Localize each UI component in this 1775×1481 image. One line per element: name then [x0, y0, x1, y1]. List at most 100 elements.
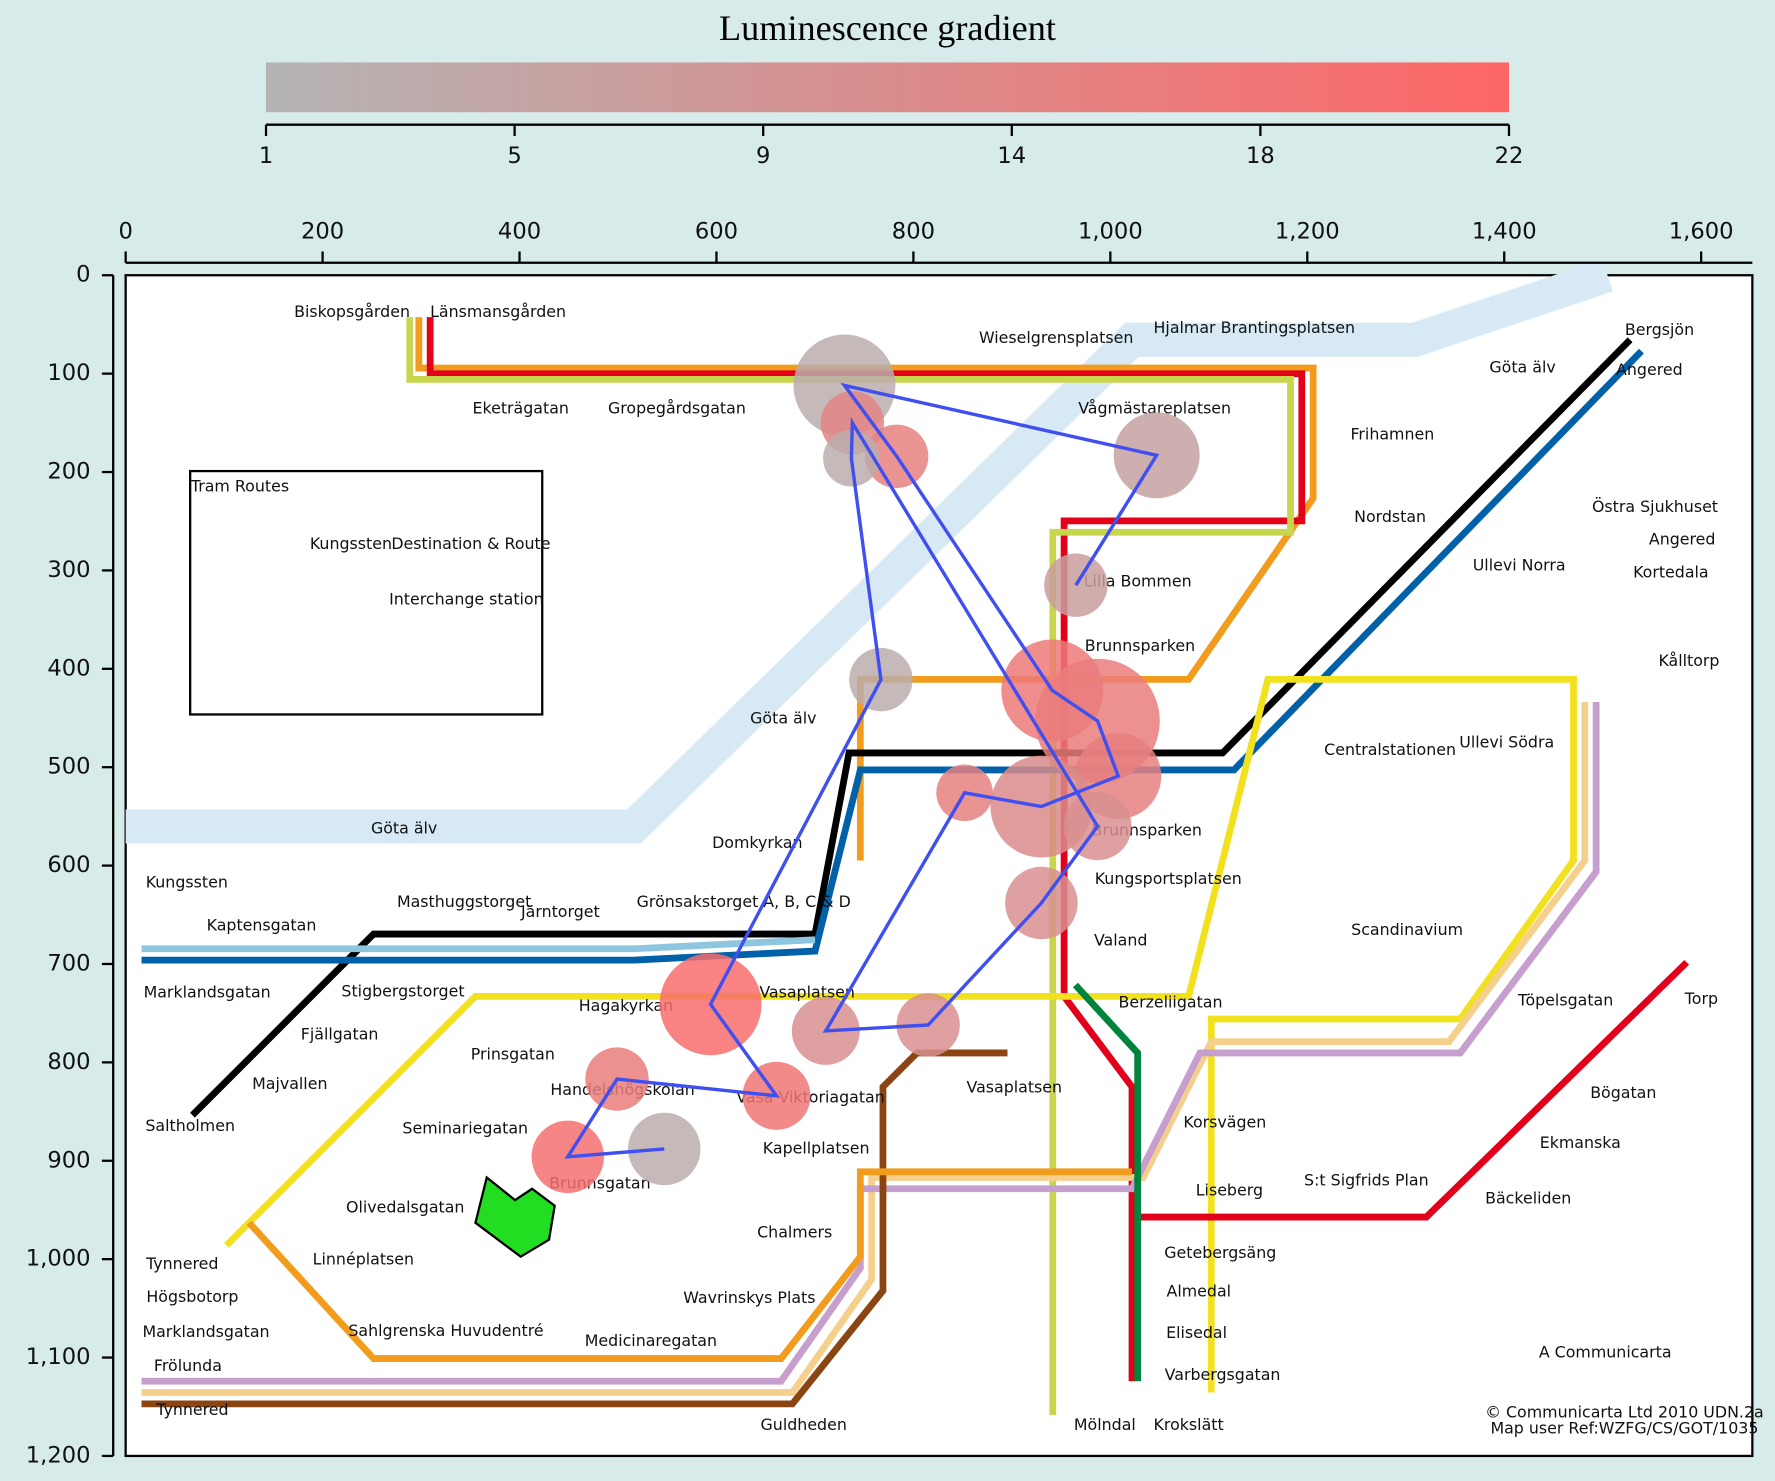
station-label: Angered — [1616, 360, 1683, 379]
station-label: Töpelsgatan — [1517, 990, 1613, 1009]
connector-line — [564, 382, 1160, 1159]
station-label: Valand — [1094, 930, 1147, 949]
station-label: Ekmanska — [1540, 1133, 1621, 1152]
station-label: Frihamnen — [1350, 424, 1434, 443]
x-tick-label: 1,600 — [1669, 219, 1734, 245]
station-label: Majvallen — [252, 1074, 327, 1093]
y-tick-label: 700 — [47, 950, 90, 976]
y-tick-label: 1,200 — [26, 1442, 91, 1468]
station-label: Lilla Bommen — [1084, 572, 1192, 591]
station-label: Sahlgrenska Huvudentré — [348, 1321, 543, 1340]
y-tick-label: 200 — [47, 459, 90, 485]
station-label: Kålltorp — [1658, 651, 1719, 670]
station-label: Grönsakstorget A, B, C & D — [637, 892, 851, 911]
station-label: Kungssten — [146, 873, 228, 892]
map-background — [124, 274, 1754, 1458]
station-label: Medicinaregatan — [585, 1331, 717, 1350]
station-label: Liseberg — [1196, 1181, 1263, 1200]
station-label: Seminariegatan — [402, 1118, 528, 1137]
station-label: Marklandsgatan — [144, 982, 271, 1001]
x-tick-label: 1,200 — [1275, 219, 1340, 245]
station-label: Interchange station — [389, 590, 544, 609]
station-label: Destination & Route — [391, 534, 550, 553]
colorbar — [266, 62, 1509, 113]
river — [125, 259, 1613, 844]
station-label: Krokslätt — [1154, 1415, 1224, 1434]
station-label: Berzeliigatan — [1118, 993, 1222, 1012]
station-label: Stigbergstorget — [341, 981, 464, 1000]
x-tick-label: 800 — [892, 219, 935, 245]
x-tick-label: 200 — [301, 219, 344, 245]
station-label: Torp — [1684, 989, 1718, 1008]
colorbar-tick-label: 5 — [507, 143, 521, 169]
station-label: Eketrägatan — [473, 398, 569, 417]
station-label: Getebergsäng — [1164, 1243, 1276, 1262]
y-tick-label: 800 — [47, 1049, 90, 1075]
station-label: Brunnsparken — [1085, 636, 1195, 655]
station-label: Vågmästareplatsen — [1078, 398, 1231, 417]
station-label: Gropegårdsgatan — [608, 398, 746, 417]
station-label: Bergsjön — [1625, 320, 1694, 339]
cursor-hand — [474, 1175, 556, 1259]
x-tick-label: 1,400 — [1472, 219, 1537, 245]
station-label: Göta älv — [371, 818, 437, 837]
station-label: Hagakyrkan — [579, 996, 673, 1015]
station-label: Elisedal — [1166, 1323, 1227, 1342]
station-label: Wavrinskys Plats — [683, 1288, 815, 1307]
station-label: Chalmers — [757, 1222, 832, 1241]
x-tick-label: 600 — [695, 219, 738, 245]
station-label: Vasaplatsen — [966, 1078, 1062, 1097]
station-label: Angered — [1649, 530, 1716, 549]
station-label: Vasaplatsen — [759, 982, 855, 1001]
colorbar-tick-label: 14 — [997, 143, 1026, 169]
station-label: Järntorget — [520, 902, 600, 921]
station-label: Östra Sjukhuset — [1592, 497, 1718, 516]
tram-line — [246, 1168, 1133, 1362]
tram-line — [190, 337, 1633, 1118]
x-tick-label: 0 — [118, 219, 132, 245]
station-label: Bögatan — [1590, 1083, 1656, 1102]
colorbar-title: Luminescence gradient — [719, 8, 1056, 48]
station-label: Fjällgatan — [301, 1024, 379, 1043]
y-tick-label: 1,100 — [26, 1344, 91, 1370]
station-label: Nordstan — [1354, 507, 1426, 526]
station-label: Saltholmen — [145, 1116, 235, 1135]
map: Biskopsgården Länsmansgården Eketrägatan Gr… — [124, 259, 1764, 1458]
tram-line — [1132, 959, 1690, 1221]
station-label: Tynnered — [155, 1400, 228, 1419]
colorbar-tick-label: 22 — [1495, 143, 1524, 169]
station-label: Ullevi Norra — [1473, 556, 1566, 575]
tram-line — [141, 702, 1589, 1396]
tram-line — [1072, 982, 1142, 1382]
y-tick-label: 400 — [47, 655, 90, 681]
station-label: Mölndal — [1074, 1415, 1136, 1434]
y-tick-label: 600 — [47, 852, 90, 878]
station-label: Biskopsgården — [294, 302, 410, 321]
station-label: © Communicarta Ltd 2010 UDN.2a — [1485, 1402, 1764, 1421]
station-label: Kapellplatsen — [763, 1139, 870, 1158]
station-label: Masthuggstorget — [397, 892, 531, 911]
colorbar-tick-label: 9 — [756, 143, 770, 169]
station-label: Olivedalsgatan — [346, 1198, 464, 1217]
x-tick-label: 400 — [498, 219, 541, 245]
y-tick-label: 1,000 — [26, 1246, 91, 1272]
station-label: Kaptensgatan — [207, 916, 317, 935]
y-tick-label: 100 — [47, 360, 90, 386]
station-label: S:t Sigfrids Plan — [1304, 1170, 1429, 1189]
station-label: Kungssten — [310, 534, 392, 553]
station-label: Bäckeliden — [1485, 1188, 1571, 1207]
station-label: Frölunda — [154, 1356, 222, 1375]
x-tick-label: 1,000 — [1078, 219, 1143, 245]
station-label: Prinsgatan — [471, 1045, 555, 1064]
station-label: Göta älv — [750, 708, 816, 727]
station-label: Ullevi Södra — [1459, 732, 1554, 751]
tram-line — [141, 936, 816, 953]
station-label: Guldheden — [761, 1415, 847, 1434]
station-label: Wieselgrensplatsen — [979, 328, 1133, 347]
tram-line — [426, 317, 1306, 1382]
station-label: Tynnered — [145, 1254, 218, 1273]
station-label: Tram Routes — [190, 476, 289, 495]
station-label: Varbergsgatan — [1165, 1365, 1281, 1384]
station-label: A Communicarta — [1539, 1342, 1672, 1361]
